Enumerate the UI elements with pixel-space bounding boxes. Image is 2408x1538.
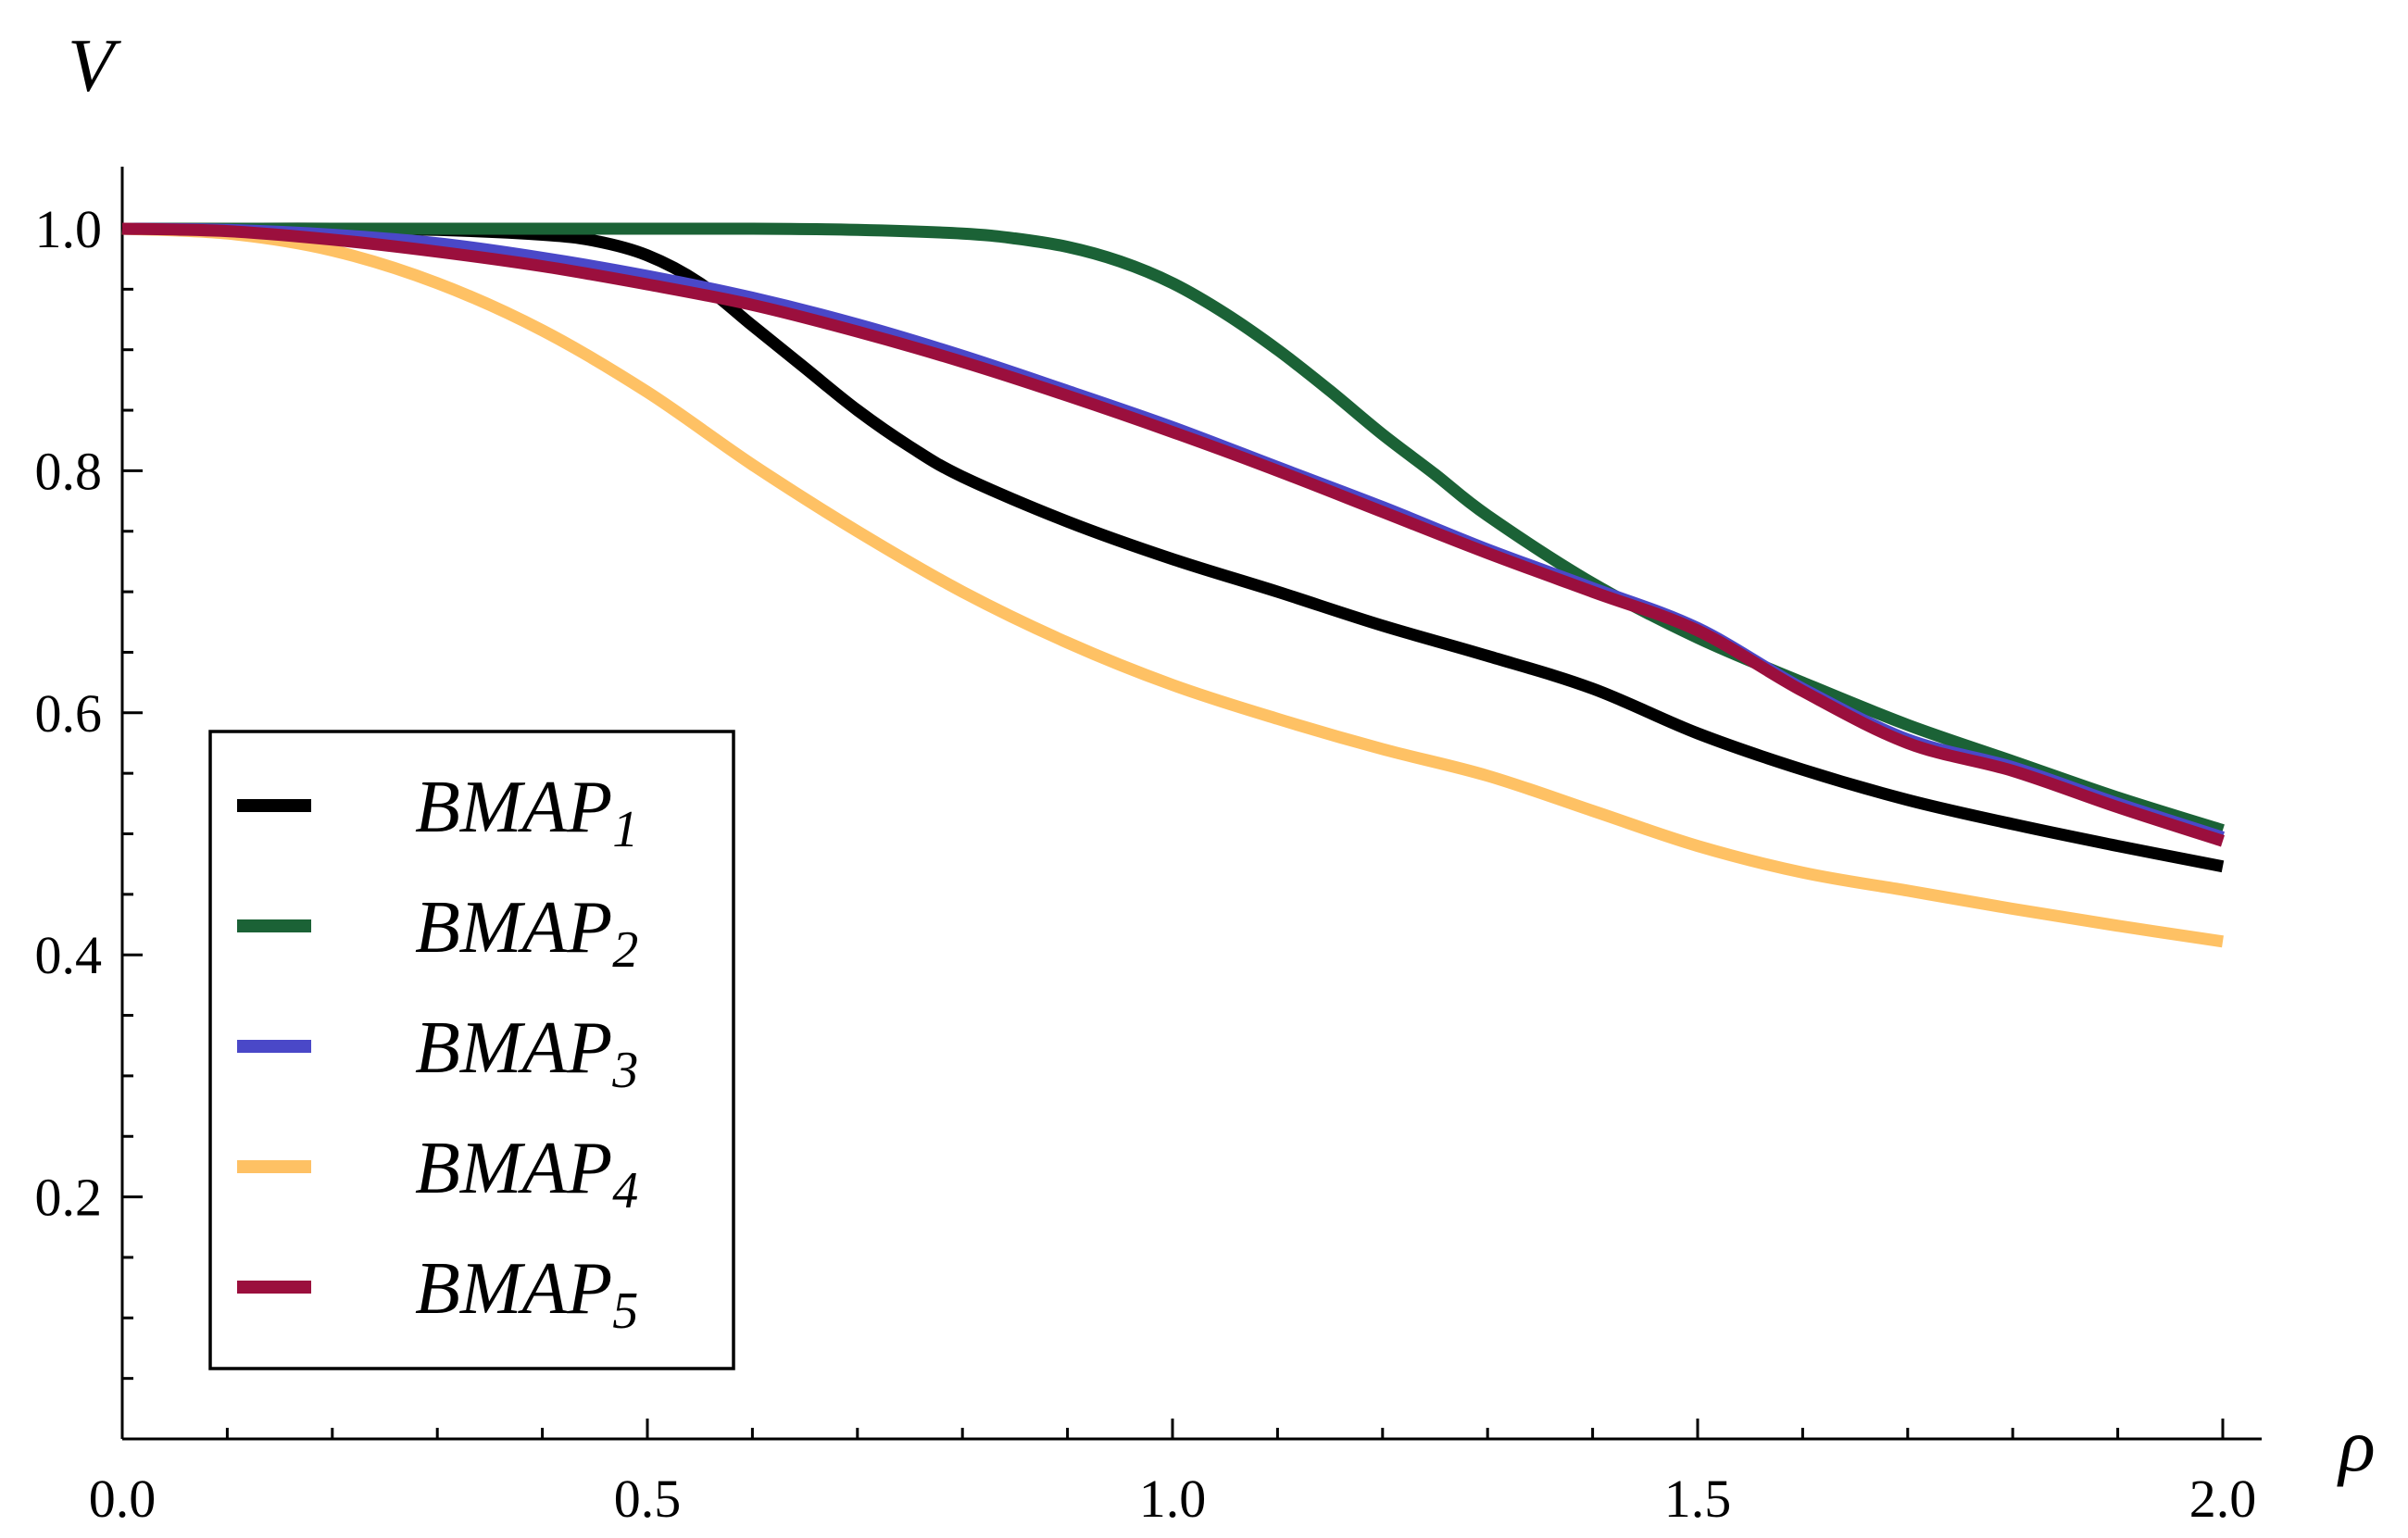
axis-ticks [122, 227, 2225, 1439]
axis-tick-labels: 0.0 0.5 1.0 1.5 2.0 0.2 0.4 0.6 0.8 1.0 [35, 199, 2257, 1529]
axes: 0.0 0.5 1.0 1.5 2.0 0.2 0.4 0.6 0.8 1.0 [35, 167, 2262, 1529]
y-tick-label: 1.0 [35, 199, 103, 259]
legend-subscript: 2 [612, 921, 638, 979]
x-tick-label: 1.5 [1664, 1469, 1732, 1529]
legend-label: BMAP2 [415, 887, 638, 979]
y-tick-label: 0.8 [35, 441, 103, 501]
x-axis-title: ρ [2336, 1403, 2375, 1487]
x-tick-label: 0.5 [614, 1469, 682, 1529]
legend-label: BMAP3 [415, 1007, 638, 1099]
legend-item-bmap-2: BMAP2 [237, 887, 638, 979]
legend-label: BMAP1 [415, 767, 638, 858]
legend-item-bmap-5: BMAP5 [237, 1248, 638, 1340]
x-tick-label: 2.0 [2189, 1469, 2257, 1529]
legend-entries: BMAP1 BMAP2 BMAP3 BMAP4 BMAP5 [237, 767, 638, 1340]
y-axis-title: V [68, 23, 121, 107]
legend-subscript: 3 [611, 1042, 638, 1099]
series-line-bmap-2 [122, 222, 2225, 836]
x-tick-label: 1.0 [1139, 1469, 1207, 1529]
y-tick-label: 0.2 [35, 1168, 103, 1228]
series-layer [121, 222, 2225, 948]
series-line-bmap-4 [121, 222, 2224, 948]
legend-item-bmap-1: BMAP1 [237, 767, 638, 858]
legend-item-bmap-4: BMAP4 [237, 1128, 638, 1219]
legend-subscript: 5 [612, 1282, 638, 1340]
y-tick-label: 0.4 [35, 925, 103, 985]
legend: BMAP1 BMAP2 BMAP3 BMAP4 BMAP5 [208, 730, 735, 1370]
legend-subscript: 4 [612, 1162, 638, 1219]
series-line-bmap-5 [121, 222, 2225, 847]
x-tick-label: 0.0 [89, 1469, 157, 1529]
legend-label: BMAP4 [415, 1128, 638, 1219]
legend-subscript: 1 [612, 801, 638, 858]
y-tick-label: 0.6 [35, 683, 103, 744]
legend-item-bmap-3: BMAP3 [237, 1007, 638, 1099]
legend-label: BMAP5 [415, 1248, 638, 1340]
